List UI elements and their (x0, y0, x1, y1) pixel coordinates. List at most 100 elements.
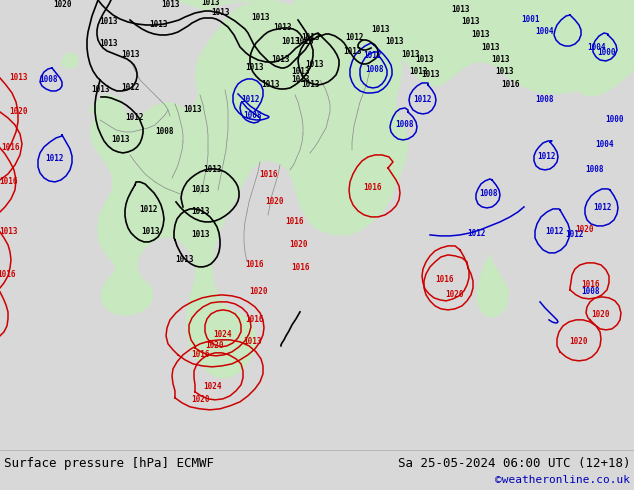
Text: 1013: 1013 (201, 0, 219, 7)
Text: 1013: 1013 (9, 74, 27, 82)
Text: 1024: 1024 (213, 330, 231, 340)
Text: 1012: 1012 (467, 229, 485, 239)
Text: 1020: 1020 (53, 0, 71, 9)
Text: 1013: 1013 (191, 207, 209, 217)
Text: 1013: 1013 (471, 30, 489, 40)
Text: 1024: 1024 (204, 382, 223, 392)
Text: 1013: 1013 (210, 8, 230, 18)
Text: 1016: 1016 (363, 183, 381, 193)
Text: 1016: 1016 (581, 280, 599, 290)
Text: 1013: 1013 (99, 40, 117, 49)
Text: 1012: 1012 (46, 154, 64, 164)
Polygon shape (90, 95, 123, 122)
Text: 1020: 1020 (570, 337, 588, 346)
Text: 1000: 1000 (605, 116, 624, 124)
Text: 1013: 1013 (246, 64, 264, 73)
Text: 1013: 1013 (161, 0, 179, 9)
Text: 1013: 1013 (409, 68, 427, 76)
Text: 1013: 1013 (91, 85, 109, 95)
Text: 1013: 1013 (141, 227, 159, 236)
Text: 1008: 1008 (581, 287, 599, 296)
Polygon shape (62, 53, 78, 68)
Text: 1016: 1016 (0, 177, 17, 186)
Text: 1013: 1013 (416, 55, 434, 65)
Text: 1012: 1012 (345, 33, 363, 43)
Polygon shape (565, 0, 634, 96)
Polygon shape (276, 0, 634, 94)
Text: 1016: 1016 (259, 171, 277, 179)
Text: 1013: 1013 (461, 18, 479, 26)
Text: 1020: 1020 (266, 197, 284, 206)
Text: 1013: 1013 (183, 105, 201, 115)
Text: 1013: 1013 (243, 337, 261, 346)
Text: 1008: 1008 (243, 111, 261, 121)
Text: 1013: 1013 (301, 33, 320, 43)
Text: 1012: 1012 (126, 114, 145, 122)
Text: 1020: 1020 (592, 310, 611, 319)
Text: 1016: 1016 (1, 144, 19, 152)
Text: 1012: 1012 (538, 152, 556, 161)
Text: 1013: 1013 (120, 50, 139, 59)
Text: 1008: 1008 (536, 96, 554, 104)
Text: 1013: 1013 (261, 80, 279, 90)
Text: 1013: 1013 (251, 14, 269, 23)
Text: 1020: 1020 (191, 395, 209, 404)
Text: 1012: 1012 (242, 96, 260, 104)
Text: 1016: 1016 (246, 260, 264, 270)
Text: 1016: 1016 (0, 270, 15, 279)
Text: 1013: 1013 (149, 21, 167, 29)
Text: 1012: 1012 (139, 205, 157, 215)
Text: 1013: 1013 (451, 5, 469, 15)
Text: 1013: 1013 (291, 75, 309, 84)
Text: 1013: 1013 (281, 37, 299, 47)
Text: 1008: 1008 (40, 75, 58, 84)
Text: 1004: 1004 (536, 27, 554, 36)
Text: 1013: 1013 (273, 24, 291, 32)
Text: 1013: 1013 (295, 37, 314, 47)
Text: 1008: 1008 (396, 121, 414, 129)
Text: 1016: 1016 (501, 80, 519, 90)
Text: 1013: 1013 (401, 50, 419, 59)
Text: ©weatheronline.co.uk: ©weatheronline.co.uk (495, 475, 630, 485)
Text: 1008: 1008 (156, 127, 174, 136)
Text: 1004: 1004 (596, 141, 614, 149)
Text: 1013: 1013 (291, 68, 309, 76)
Text: 1020: 1020 (206, 342, 224, 350)
Polygon shape (477, 254, 508, 317)
Text: 1013: 1013 (99, 18, 117, 26)
Text: 1013: 1013 (191, 185, 209, 195)
Text: 1016: 1016 (286, 218, 304, 226)
Text: 1016: 1016 (436, 275, 454, 284)
Text: 1012: 1012 (545, 227, 563, 236)
Text: Surface pressure [hPa] ECMWF: Surface pressure [hPa] ECMWF (4, 457, 214, 470)
Text: 1016: 1016 (291, 264, 309, 272)
Text: 1013: 1013 (344, 48, 362, 56)
Text: 1012: 1012 (566, 230, 585, 240)
Text: 1000: 1000 (597, 49, 615, 57)
Text: 1013: 1013 (371, 25, 389, 34)
Text: 1013: 1013 (491, 55, 509, 65)
Text: 1012: 1012 (594, 203, 612, 213)
Text: 1020: 1020 (288, 241, 307, 249)
Text: 1020: 1020 (9, 107, 27, 117)
Text: 1012: 1012 (363, 51, 381, 60)
Text: 1013: 1013 (0, 227, 17, 236)
Text: 1013: 1013 (481, 44, 499, 52)
Text: 1013: 1013 (301, 80, 320, 90)
Text: 1013: 1013 (203, 166, 221, 174)
Text: 1001: 1001 (521, 16, 540, 24)
Text: 1012: 1012 (120, 83, 139, 93)
Polygon shape (91, 0, 408, 378)
Text: 1013: 1013 (176, 255, 194, 265)
Text: 1020: 1020 (249, 287, 268, 296)
Text: 1008: 1008 (365, 66, 383, 74)
Text: 1008: 1008 (479, 190, 497, 198)
Text: 1016: 1016 (191, 350, 209, 359)
Text: 1020: 1020 (446, 291, 464, 299)
Text: 1004: 1004 (588, 44, 606, 52)
Text: Sa 25-05-2024 06:00 UTC (12+18): Sa 25-05-2024 06:00 UTC (12+18) (398, 457, 630, 470)
Text: 1016: 1016 (246, 316, 264, 324)
Text: 1013: 1013 (306, 60, 324, 70)
Text: 1020: 1020 (576, 225, 594, 234)
Text: 1013: 1013 (111, 135, 129, 145)
